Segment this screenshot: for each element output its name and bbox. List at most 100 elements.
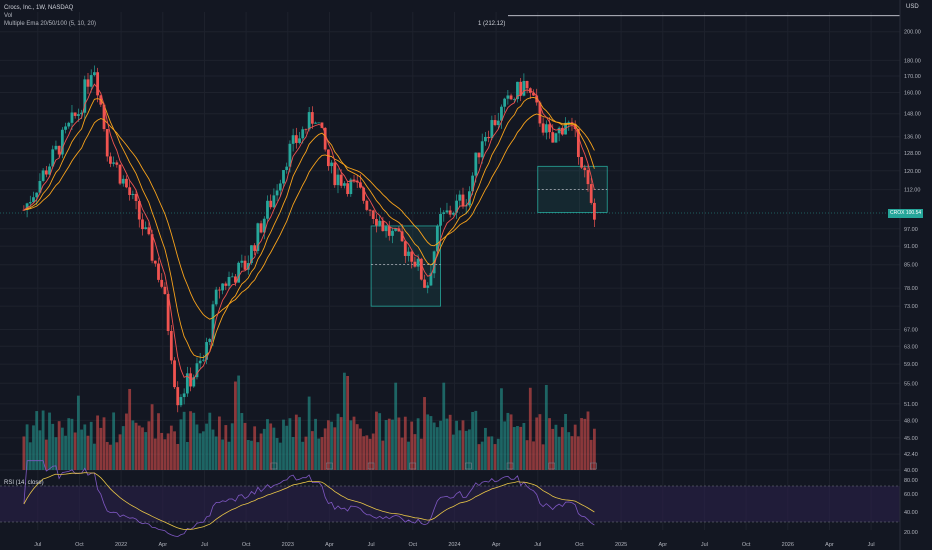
time-tick-label: 2026 (782, 542, 794, 548)
volume-bar (38, 430, 42, 470)
volume-bar (410, 421, 414, 470)
price-tick-label: 170.00 (904, 74, 921, 80)
candle-body (262, 218, 266, 233)
volume-bar (102, 417, 106, 470)
fib-line-label: 1 (212.12) (478, 21, 506, 27)
volume-bar (484, 427, 487, 470)
volume-bar (57, 421, 61, 470)
candle-body (294, 135, 298, 143)
volume-bar (285, 425, 289, 470)
candle-body (403, 241, 407, 256)
candle-body (93, 72, 96, 76)
volume-bar (544, 384, 548, 470)
candle-body (118, 164, 122, 184)
candle-body (256, 223, 260, 251)
candle-body (218, 289, 221, 291)
volume-bar (256, 442, 260, 470)
ema-indicator-label[interactable]: Multiple Ema 20/50/100 (5, 10, 20) (4, 21, 97, 27)
rsi-indicator-label[interactable]: RSI (14, close) (4, 480, 44, 486)
volume-bar (304, 436, 308, 470)
candle-body (557, 127, 561, 134)
candle-body (336, 174, 340, 186)
volume-bar (269, 423, 273, 470)
rsi-tick-label: 40.00 (904, 510, 918, 516)
volume-bar (182, 411, 186, 470)
candle-body (445, 210, 449, 213)
volume-bar (141, 427, 144, 470)
candle-body (378, 220, 382, 226)
candle-body (211, 304, 215, 339)
volume-bar (250, 440, 253, 470)
volume-bar (243, 422, 247, 470)
volume-bar (32, 425, 35, 470)
candle-body (51, 149, 55, 167)
time-tick-label: Apr (658, 542, 667, 548)
volume-bar (439, 420, 442, 470)
candle-body (173, 360, 176, 388)
candle-body (44, 170, 48, 175)
candle-body (144, 227, 148, 230)
candle-body (326, 149, 330, 167)
volume-bar (416, 418, 420, 470)
candle-body (147, 227, 151, 235)
candle-body (288, 143, 292, 167)
last-price-label: CROX 100.54 (888, 209, 924, 218)
volume-bar (426, 414, 430, 470)
candle-body (451, 212, 455, 215)
volume-bar (330, 421, 333, 470)
candle-body (500, 106, 503, 121)
volume-bar (490, 436, 494, 470)
volume-bar (28, 442, 32, 470)
symbol-title[interactable]: Crocs, Inc., 1W, NASDAQ (4, 5, 74, 11)
volume-bar (266, 419, 269, 470)
volume-bar (201, 431, 205, 470)
candle-body (593, 202, 596, 220)
volume-bar (573, 424, 577, 470)
candle-body (54, 145, 58, 150)
candle-body (413, 261, 417, 267)
volume-bar (166, 433, 170, 470)
price-tick-label: 48.00 (904, 418, 918, 424)
volume-bar (189, 411, 192, 470)
volume-bar (54, 437, 58, 470)
volume-bar (121, 426, 125, 470)
candle-body (512, 99, 516, 100)
volume-bar (371, 433, 375, 470)
candle-body (192, 377, 196, 387)
volume-bar (208, 412, 212, 470)
volume-bar (423, 397, 426, 470)
time-tick-label: 2024 (448, 542, 460, 548)
volume-bar (500, 388, 503, 470)
candle-body (134, 193, 138, 201)
candle-body (442, 212, 446, 214)
candle-body (169, 330, 173, 361)
volume-bar (346, 375, 350, 470)
candle-body (250, 245, 253, 264)
candle-body (496, 120, 500, 126)
candle-body (237, 262, 241, 283)
time-tick-label: Oct (408, 542, 417, 548)
volume-indicator-label[interactable]: Vol (4, 13, 13, 19)
candle-body (35, 192, 39, 198)
volume-bar (419, 438, 423, 470)
candle-body (400, 231, 404, 242)
candle-body (346, 183, 350, 195)
volume-bar (275, 437, 279, 470)
price-tick-label: 97.00 (904, 227, 918, 233)
candle-body (310, 112, 314, 124)
candle-body (477, 152, 481, 158)
volume-bar (362, 436, 366, 470)
volume-bar (214, 436, 218, 470)
currency-label: USD (906, 4, 919, 10)
price-tick-label: 73.00 (904, 304, 918, 310)
candle-body (525, 80, 529, 89)
volume-bar (532, 441, 535, 470)
volume-bar (282, 419, 285, 470)
volume-bar (525, 440, 529, 470)
time-tick-label: Apr (825, 542, 834, 548)
candle-body (214, 289, 218, 305)
price-tick-label: 91.00 (904, 244, 918, 250)
candle-body (548, 124, 551, 133)
